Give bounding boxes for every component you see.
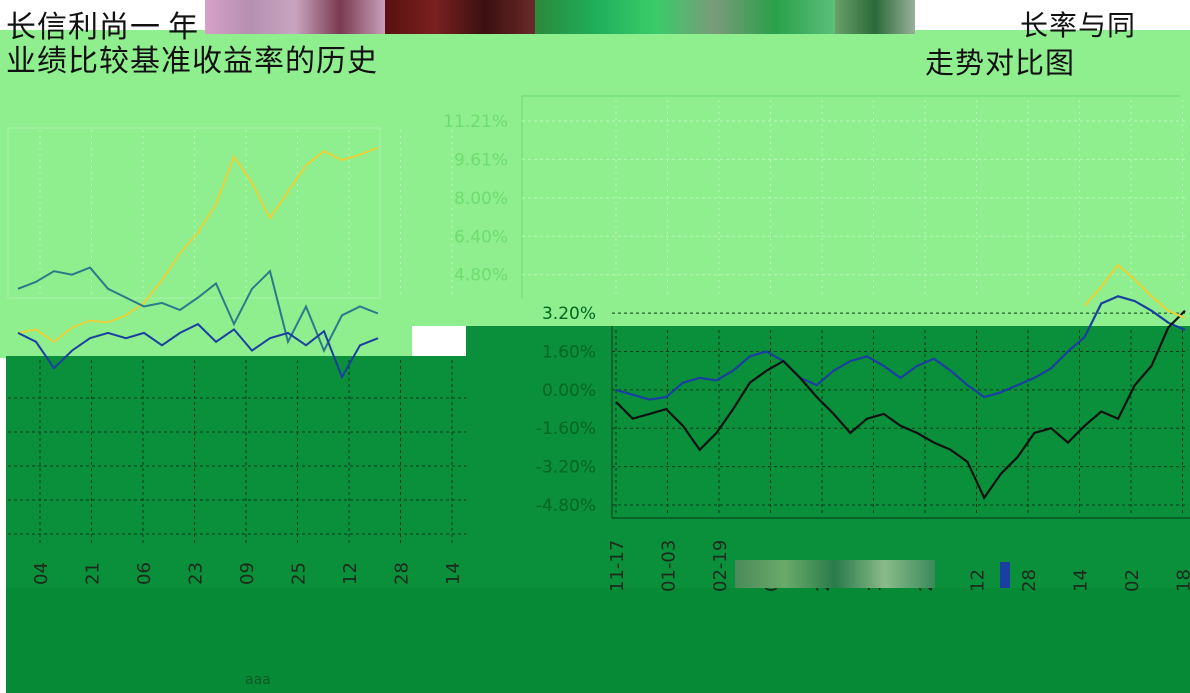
right-y-tick-label: 8.00% bbox=[454, 189, 508, 209]
left-plot-frame bbox=[7, 127, 381, 299]
footer-caption: aaa bbox=[245, 672, 271, 688]
right-dark-panel bbox=[466, 326, 1190, 592]
left-x-tick-label: 28 bbox=[392, 562, 413, 585]
left-x-tick-label: 09 bbox=[237, 562, 258, 585]
left-x-tick-label: 25 bbox=[289, 562, 310, 585]
left-x-tick-label: 14 bbox=[443, 562, 464, 585]
left-x-tick-label: 12 bbox=[340, 562, 361, 585]
right-y-tick-label: 6.40% bbox=[454, 227, 508, 247]
glitch-strip-mixed bbox=[835, 0, 915, 34]
left-series-group bbox=[17, 146, 379, 380]
left-title-line1-tail: 年 bbox=[168, 10, 199, 45]
left-x-tick-label: 23 bbox=[186, 562, 207, 585]
right-x-tick-label: 14 bbox=[1071, 569, 1092, 592]
left-series-line bbox=[17, 322, 379, 380]
right-y-tick-label: 3.20% bbox=[542, 304, 596, 324]
right-x-tick-label: 18 bbox=[1174, 569, 1190, 592]
right-x-tick-label: 02 bbox=[1122, 569, 1143, 592]
legend-swatch-blue bbox=[1000, 562, 1010, 588]
right-title-line2: 走势对比图 bbox=[925, 46, 1076, 80]
right-series-line bbox=[615, 295, 1186, 401]
left-title-line2: 业绩比较基准收益率的历史 bbox=[6, 44, 378, 79]
glitch-strip-pink bbox=[205, 0, 385, 34]
right-y-tick-label: -4.80% bbox=[536, 496, 596, 516]
right-series-group bbox=[615, 263, 1186, 500]
right-series-line bbox=[615, 309, 1186, 500]
right-y-tick-label: 4.80% bbox=[454, 266, 508, 286]
right-title-line1: 长率与同 bbox=[1020, 9, 1137, 42]
right-y-tick-label: -1.60% bbox=[536, 419, 596, 439]
left-x-tick-label: 04 bbox=[31, 562, 52, 585]
left-x-tick-label: 21 bbox=[83, 562, 104, 585]
left-vertical-grid bbox=[8, 130, 466, 545]
left-light-panel bbox=[0, 296, 412, 358]
right-y-tick-label: -3.20% bbox=[536, 458, 596, 478]
right-y-tick-label: 1.60% bbox=[542, 342, 596, 362]
bottom-dark-panel bbox=[6, 588, 1190, 693]
left-x-tick-labels: 04 21 06 23 09 25 12 28 14 bbox=[31, 562, 464, 585]
right-chart: 11.21% 9.61% 8.00% 6.40% 4.80% 3.20% 1.60% 0.00… bbox=[443, 95, 1190, 592]
right-horizontal-grid bbox=[522, 120, 1185, 506]
left-chart: 04 21 06 23 09 25 12 28 14 bbox=[7, 127, 466, 585]
glitch-strip-maroon bbox=[385, 0, 535, 34]
left-x-tick-label: 06 bbox=[134, 562, 155, 585]
legend-glitch-patch bbox=[735, 560, 935, 588]
right-y-tick-labels: 11.21% 9.61% 8.00% 6.40% 4.80% 3.20% 1.60% 0.00… bbox=[443, 112, 596, 516]
right-y-tick-label: 11.21% bbox=[443, 112, 508, 132]
left-series-line bbox=[17, 146, 379, 344]
upper-light-panel bbox=[0, 30, 1190, 298]
right-x-tick-label: 11-17 bbox=[607, 540, 628, 592]
right-x-tick-label: 12 bbox=[968, 569, 989, 592]
right-y-tick-label: 0.00% bbox=[542, 381, 596, 401]
right-series-line bbox=[1083, 263, 1186, 319]
right-x-tick-label: 01-03 bbox=[659, 540, 680, 592]
left-dark-panel bbox=[6, 356, 466, 592]
right-x-tick-label: 02-19 bbox=[710, 540, 731, 592]
bottom-left-sliver bbox=[0, 588, 6, 693]
right-x-tick-label: 28 bbox=[1019, 569, 1040, 592]
glitch-strip-green bbox=[535, 0, 835, 34]
left-title-line1: 长信利尚一 bbox=[6, 10, 161, 45]
right-vertical-grid bbox=[615, 100, 1183, 515]
right-y-tick-label: 9.61% bbox=[454, 150, 508, 170]
right-light-panel bbox=[412, 296, 1190, 326]
